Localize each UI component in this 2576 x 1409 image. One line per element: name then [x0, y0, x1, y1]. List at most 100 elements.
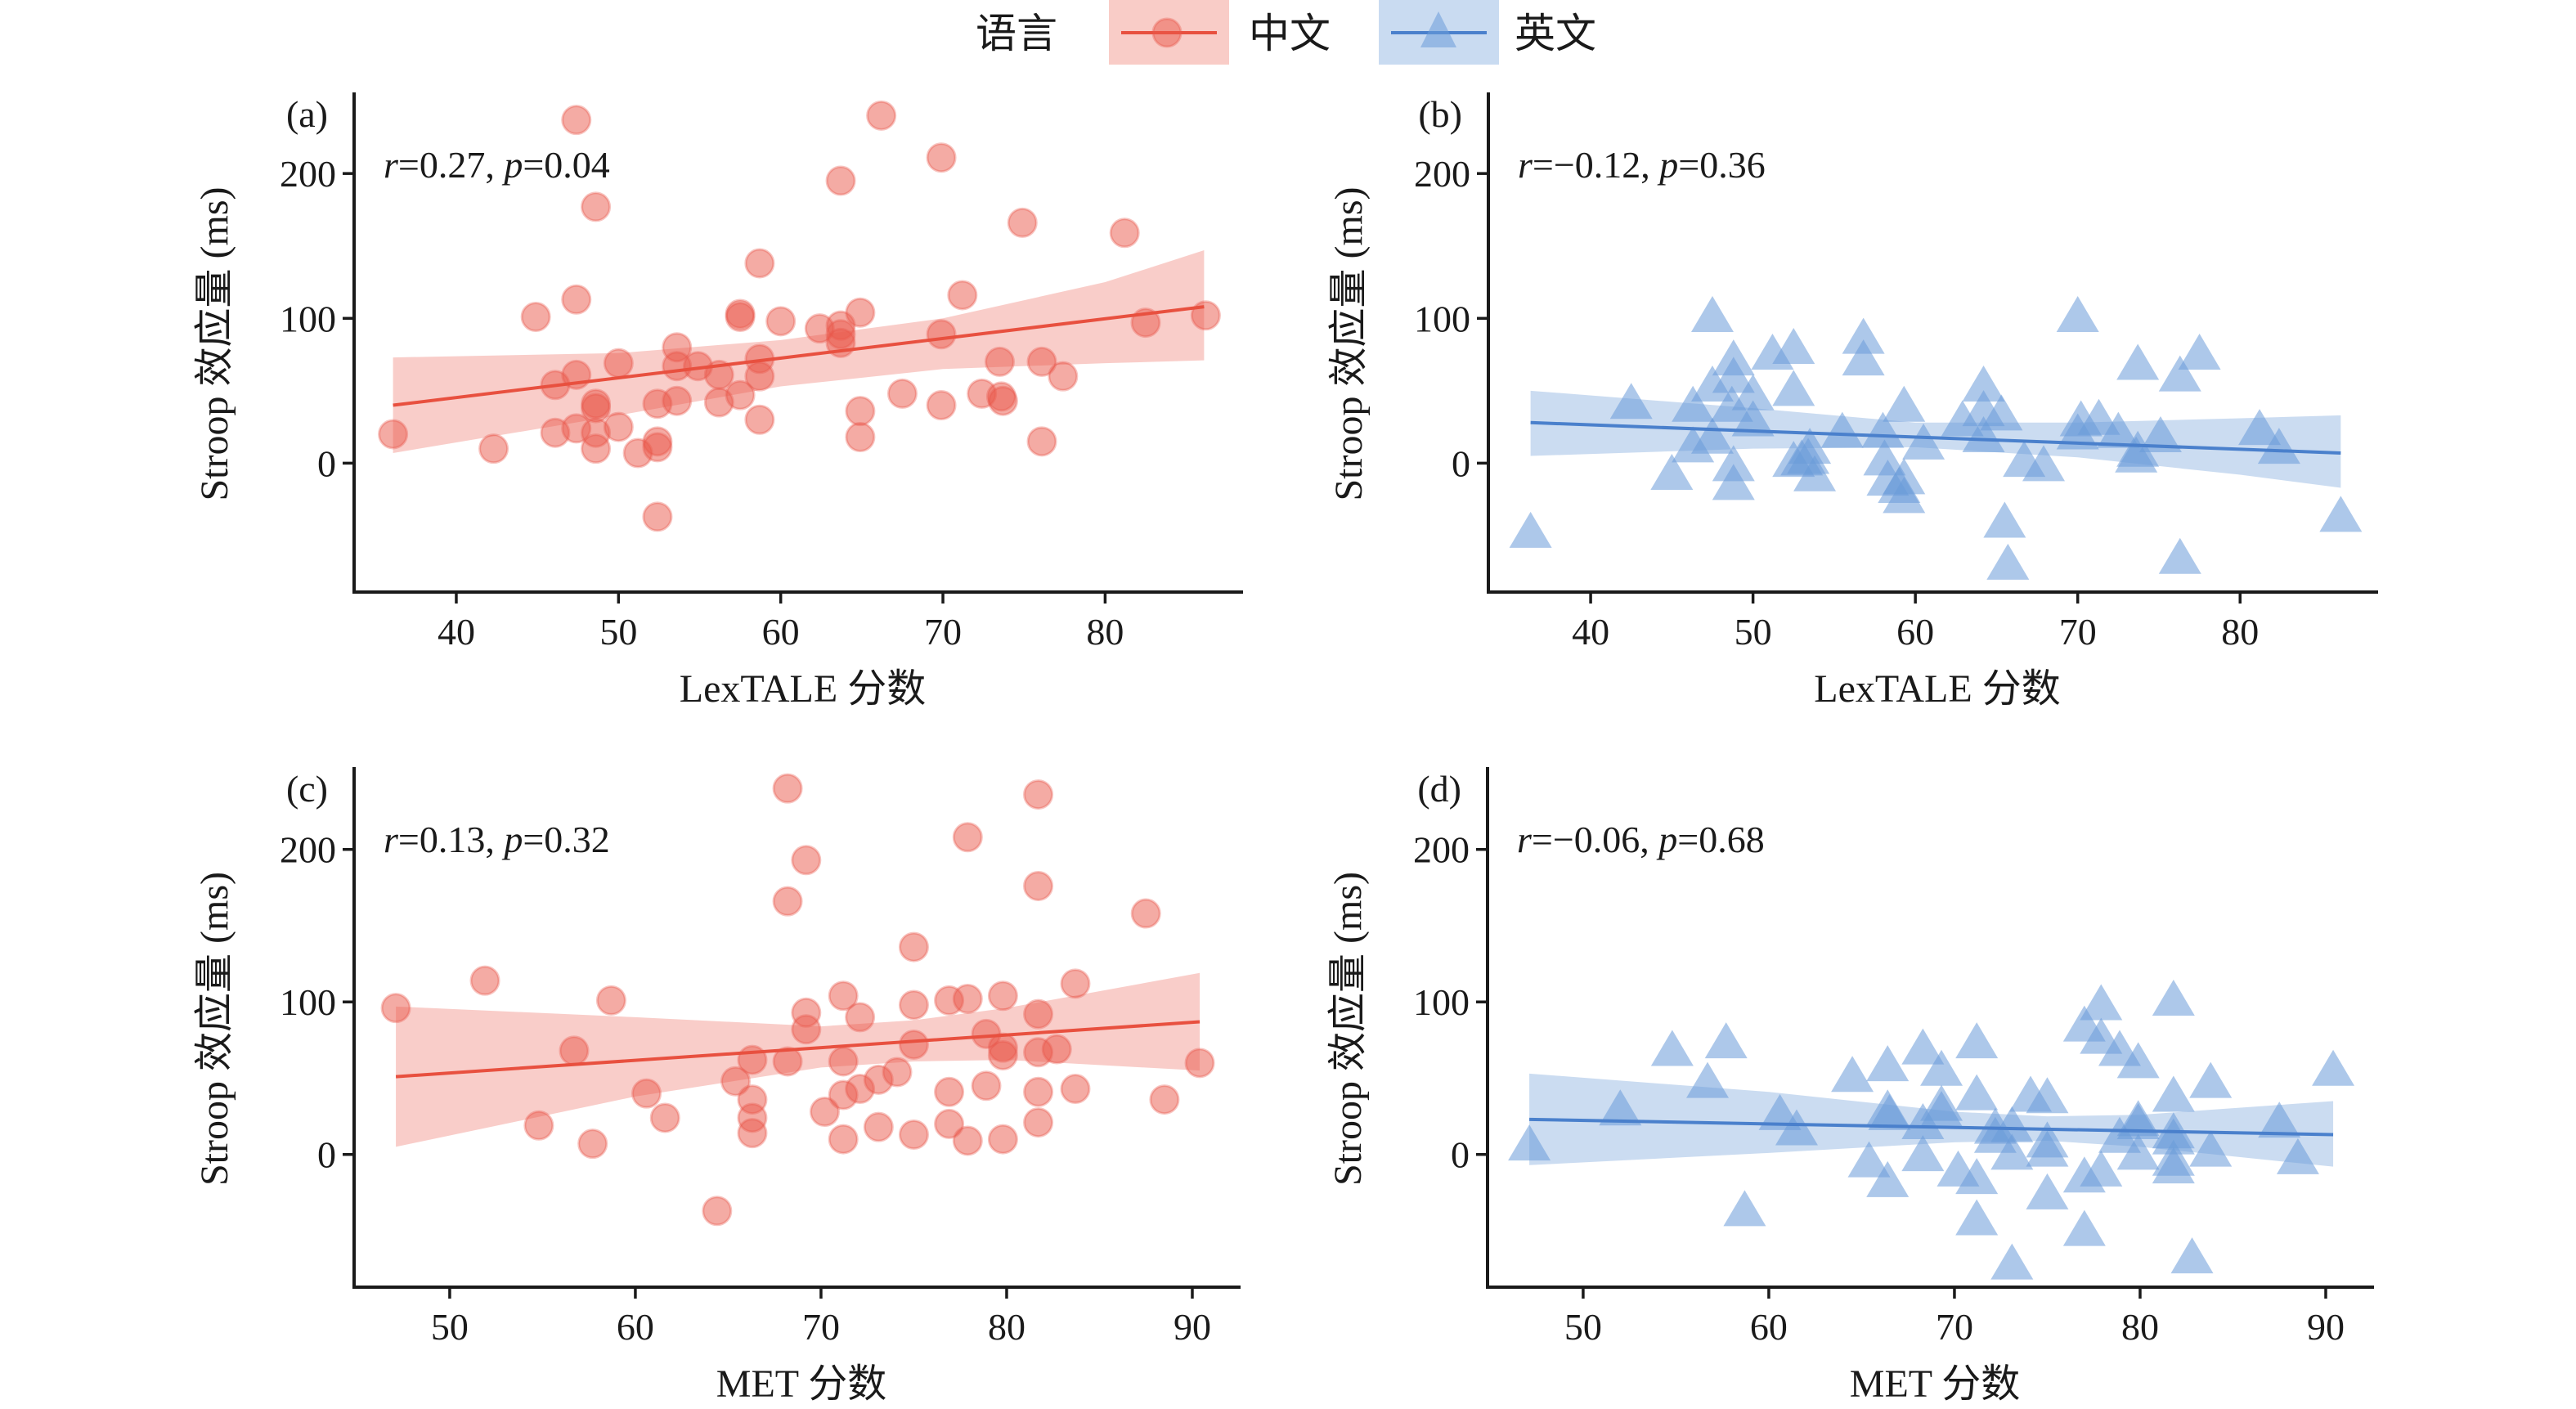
data-point — [469, 965, 500, 996]
data-point — [1023, 998, 1054, 1030]
data-point — [828, 980, 859, 1012]
x-tick-label: 80 — [2221, 611, 2259, 653]
x-axis-title: MET 分数 — [716, 1362, 886, 1406]
data-point — [791, 1014, 822, 1045]
data-point — [2077, 398, 2120, 435]
data-point — [1775, 1109, 1818, 1146]
panel-label: (d) — [1417, 768, 1461, 810]
data-point — [1831, 1056, 1874, 1093]
data-point — [1109, 218, 1140, 249]
data-point — [2026, 1173, 2069, 1209]
legend-label-en: 英文 — [1515, 11, 1596, 56]
data-point — [561, 105, 592, 136]
data-point — [1868, 1093, 1911, 1130]
data-point — [1690, 417, 1734, 454]
panel-label: (a) — [286, 93, 328, 135]
data-point — [520, 302, 551, 333]
data-point — [2276, 1138, 2319, 1174]
data-point — [378, 419, 409, 450]
data-point — [2116, 1042, 2160, 1079]
annotation-p-label: p — [1656, 819, 1677, 860]
x-axis-title: LexTALE 分数 — [1814, 667, 2060, 711]
data-point — [1920, 1049, 1963, 1086]
data-point — [2257, 428, 2300, 464]
correlation-annotation: r=−0.06, p=0.68 — [1517, 819, 1765, 860]
regression-line — [393, 305, 1205, 407]
data-point — [2138, 415, 2182, 452]
data-point — [642, 432, 673, 463]
y-tick-label: 0 — [317, 1134, 336, 1176]
data-point — [1184, 1048, 1215, 1079]
x-tick-label: 60 — [762, 611, 800, 653]
data-point — [1690, 295, 1734, 332]
x-tick-label: 70 — [802, 1306, 840, 1348]
data-point — [1731, 374, 1775, 411]
data-point — [825, 165, 856, 196]
data-point — [947, 280, 978, 311]
data-point — [1130, 898, 1161, 929]
data-point — [952, 983, 983, 1014]
legend-entry-zh: 中文 — [1109, 0, 1331, 65]
data-point — [1990, 1133, 2034, 1170]
panel-label: (c) — [286, 768, 328, 810]
correlation-annotation: r=0.27, p=0.04 — [384, 144, 610, 186]
data-point — [1023, 1076, 1054, 1107]
annotation-r-value: =−0.06, — [1532, 819, 1658, 860]
correlation-annotation: r=−0.12, p=0.36 — [1518, 144, 1766, 186]
annotation-r-value: =0.27, — [398, 144, 504, 186]
y-tick-label: 200 — [1414, 153, 1470, 195]
data-point — [987, 1124, 1018, 1155]
panel-label: (b) — [1418, 93, 1462, 135]
data-point — [1712, 357, 1755, 393]
data-point — [2056, 295, 2099, 332]
legend-circle-icon — [1151, 17, 1183, 48]
data-point — [2056, 413, 2099, 450]
data-point — [1920, 1091, 1963, 1128]
data-point — [1650, 454, 1694, 491]
data-point — [772, 1046, 803, 1077]
data-point — [2170, 1237, 2214, 1274]
data-point — [984, 346, 1015, 377]
data-point — [1731, 400, 1775, 437]
data-point — [1023, 870, 1054, 901]
data-point — [1672, 385, 1715, 422]
data-point — [1508, 1124, 1551, 1161]
data-point — [662, 385, 693, 416]
data-point — [631, 1078, 662, 1109]
panel-b: 40 50 60 70 80 0 100 200 LexTALE 分数 Stroop 效应量 (m… — [1327, 92, 2378, 711]
y-tick-label: 0 — [1451, 1134, 1470, 1176]
data-point — [2152, 1147, 2195, 1184]
x-tick-label: 90 — [2307, 1306, 2345, 1348]
y-tick-label: 100 — [1413, 981, 1470, 1023]
annotation-p-value: =0.32 — [523, 819, 609, 860]
x-tick-label: 50 — [1564, 1306, 1602, 1348]
annotation-r-label: r — [384, 819, 399, 860]
data-point — [2116, 343, 2160, 380]
data-point — [2189, 1130, 2233, 1167]
data-point — [809, 1097, 840, 1128]
data-point — [952, 822, 983, 853]
correlation-annotation: r=0.13, p=0.32 — [384, 819, 610, 860]
annotation-p-label: p — [501, 819, 523, 860]
x-tick-label: 50 — [1735, 611, 1772, 653]
data-point — [523, 1110, 554, 1141]
data-point — [581, 433, 612, 464]
data-point — [2189, 1061, 2233, 1098]
data-point — [971, 1070, 1002, 1102]
data-point — [765, 306, 797, 337]
data-point — [791, 845, 822, 876]
data-point — [744, 248, 775, 279]
data-point — [559, 1035, 590, 1066]
data-point — [987, 980, 1018, 1012]
data-point — [1990, 1106, 2034, 1142]
data-point — [1955, 1022, 1999, 1059]
data-point — [2026, 1077, 2069, 1114]
y-tick-label: 0 — [317, 442, 336, 484]
data-point — [642, 501, 673, 532]
y-tick-label: 200 — [1413, 829, 1470, 871]
data-point — [1955, 1074, 1999, 1111]
data-point — [1820, 411, 1864, 448]
data-point — [1787, 438, 1830, 474]
annotation-p-label: p — [1657, 144, 1678, 186]
